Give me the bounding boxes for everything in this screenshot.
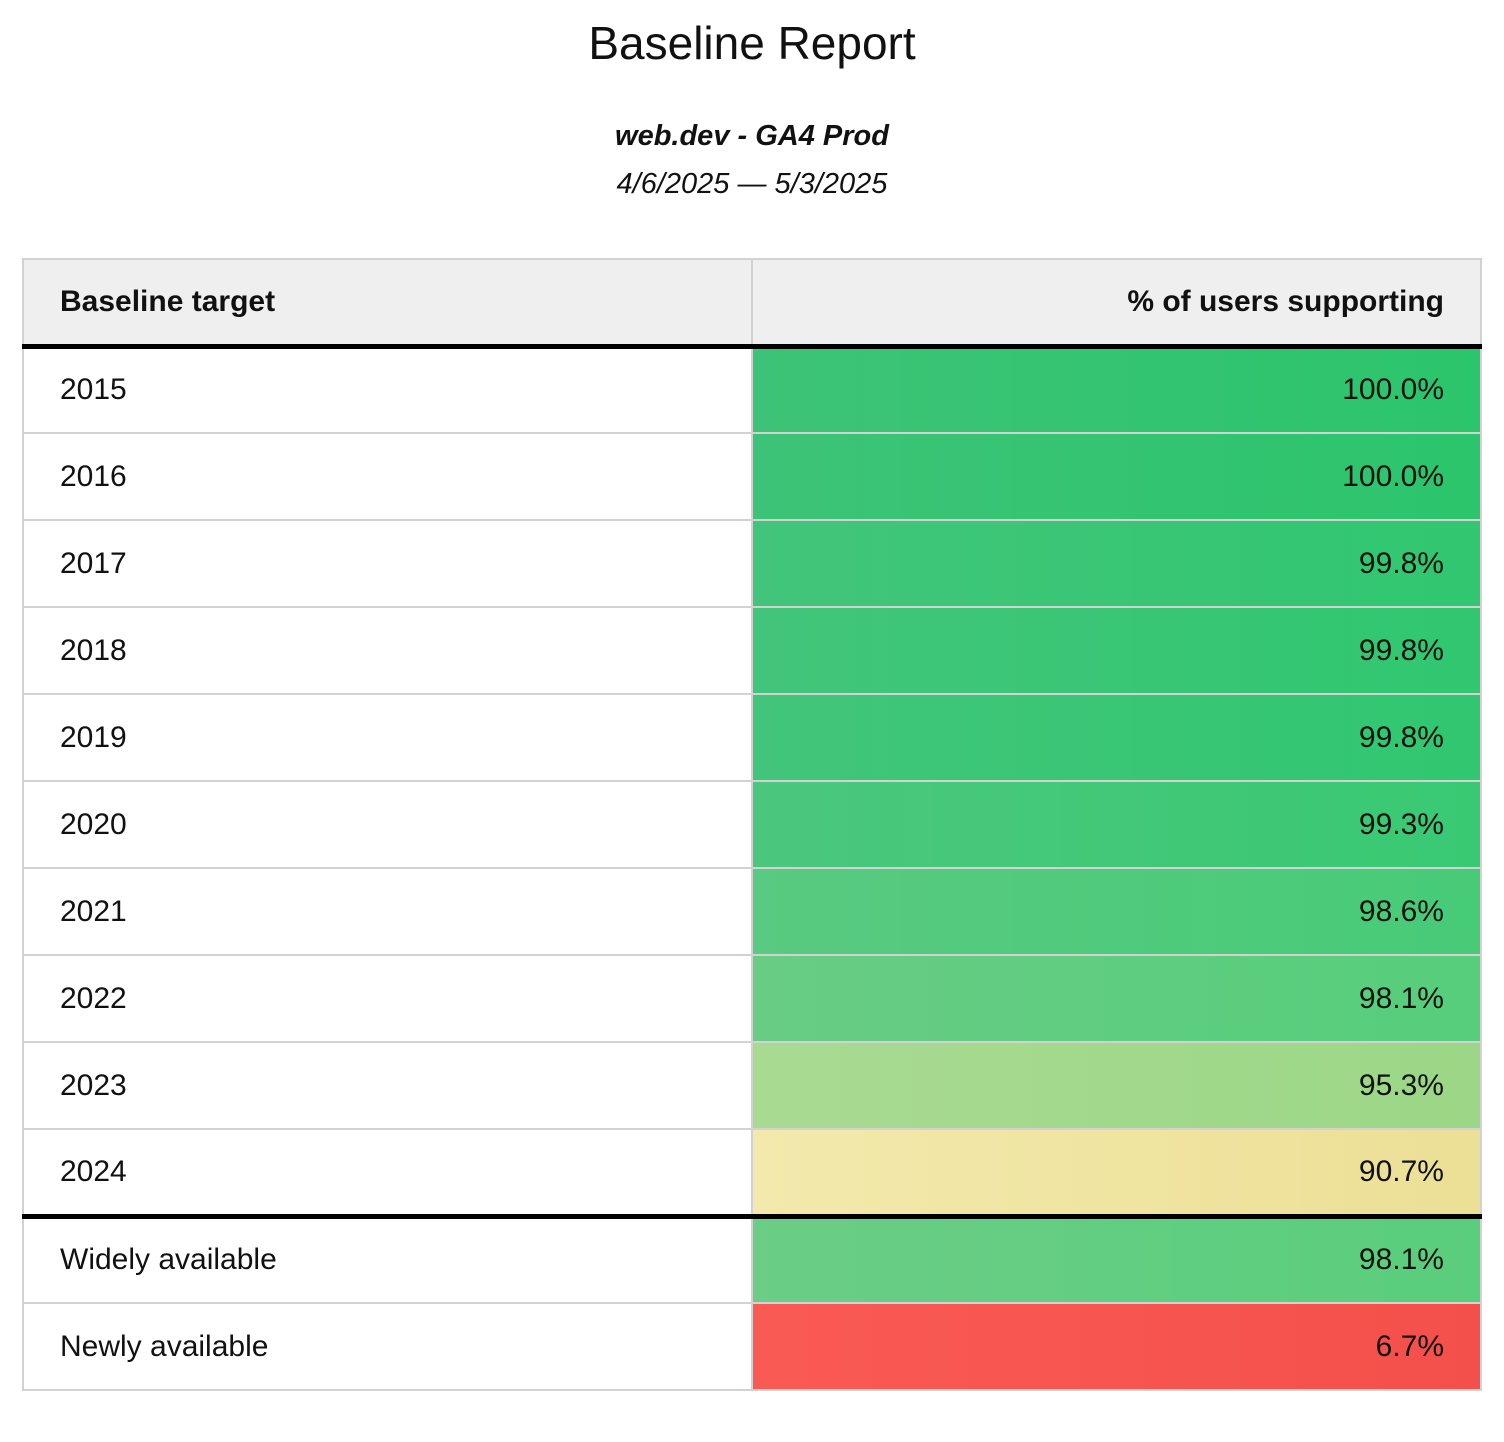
report-source-subtitle: web.dev - GA4 Prod [615,120,889,152]
table-row-newly-available: Newly available 6.7% [22,1302,1482,1391]
baseline-target-cell: 2024 [22,1128,753,1217]
page-title: Baseline Report [588,17,916,69]
table-row: 2015 100.0% [22,345,1482,434]
support-value-cell: 99.8% [751,606,1482,695]
table-row: 2018 99.8% [22,606,1482,695]
baseline-target-cell: 2020 [22,780,753,869]
support-value-cell: 98.1% [751,954,1482,1043]
support-value-cell: 95.3% [751,1041,1482,1130]
baseline-target-cell: Widely available [22,1213,753,1304]
baseline-target-cell: 2015 [22,345,753,434]
table-row: 2024 90.7% [22,1128,1482,1217]
support-value-cell: 6.7% [751,1302,1482,1391]
report-date-range: 4/6/2025 — 5/3/2025 [616,168,888,200]
table-row: 2020 99.3% [22,780,1482,869]
support-value-cell: 98.1% [751,1213,1482,1304]
baseline-target-cell: 2022 [22,954,753,1043]
table-row: 2017 99.8% [22,519,1482,608]
support-value-cell: 99.8% [751,693,1482,782]
baseline-target-cell: Newly available [22,1302,753,1391]
support-value-cell: 100.0% [751,345,1482,434]
baseline-target-cell: 2017 [22,519,753,608]
baseline-table: Baseline target % of users supporting 20… [22,258,1482,1391]
table-row: 2023 95.3% [22,1041,1482,1130]
support-value-cell: 99.8% [751,519,1482,608]
column-header-percent-users-supporting: % of users supporting [751,258,1482,349]
baseline-target-cell: 2018 [22,606,753,695]
table-row-widely-available: Widely available 98.1% [22,1213,1482,1304]
baseline-target-cell: 2019 [22,693,753,782]
support-value-cell: 98.6% [751,867,1482,956]
table-row: 2022 98.1% [22,954,1482,1043]
baseline-target-cell: 2016 [22,432,753,521]
table-row: 2019 99.8% [22,693,1482,782]
support-value-cell: 100.0% [751,432,1482,521]
table-row: 2021 98.6% [22,867,1482,956]
support-value-cell: 99.3% [751,780,1482,869]
baseline-target-cell: 2023 [22,1041,753,1130]
table-row: 2016 100.0% [22,432,1482,521]
baseline-target-cell: 2021 [22,867,753,956]
column-header-baseline-target: Baseline target [22,258,753,349]
table-header-row: Baseline target % of users supporting [22,258,1482,349]
support-value-cell: 90.7% [751,1128,1482,1217]
